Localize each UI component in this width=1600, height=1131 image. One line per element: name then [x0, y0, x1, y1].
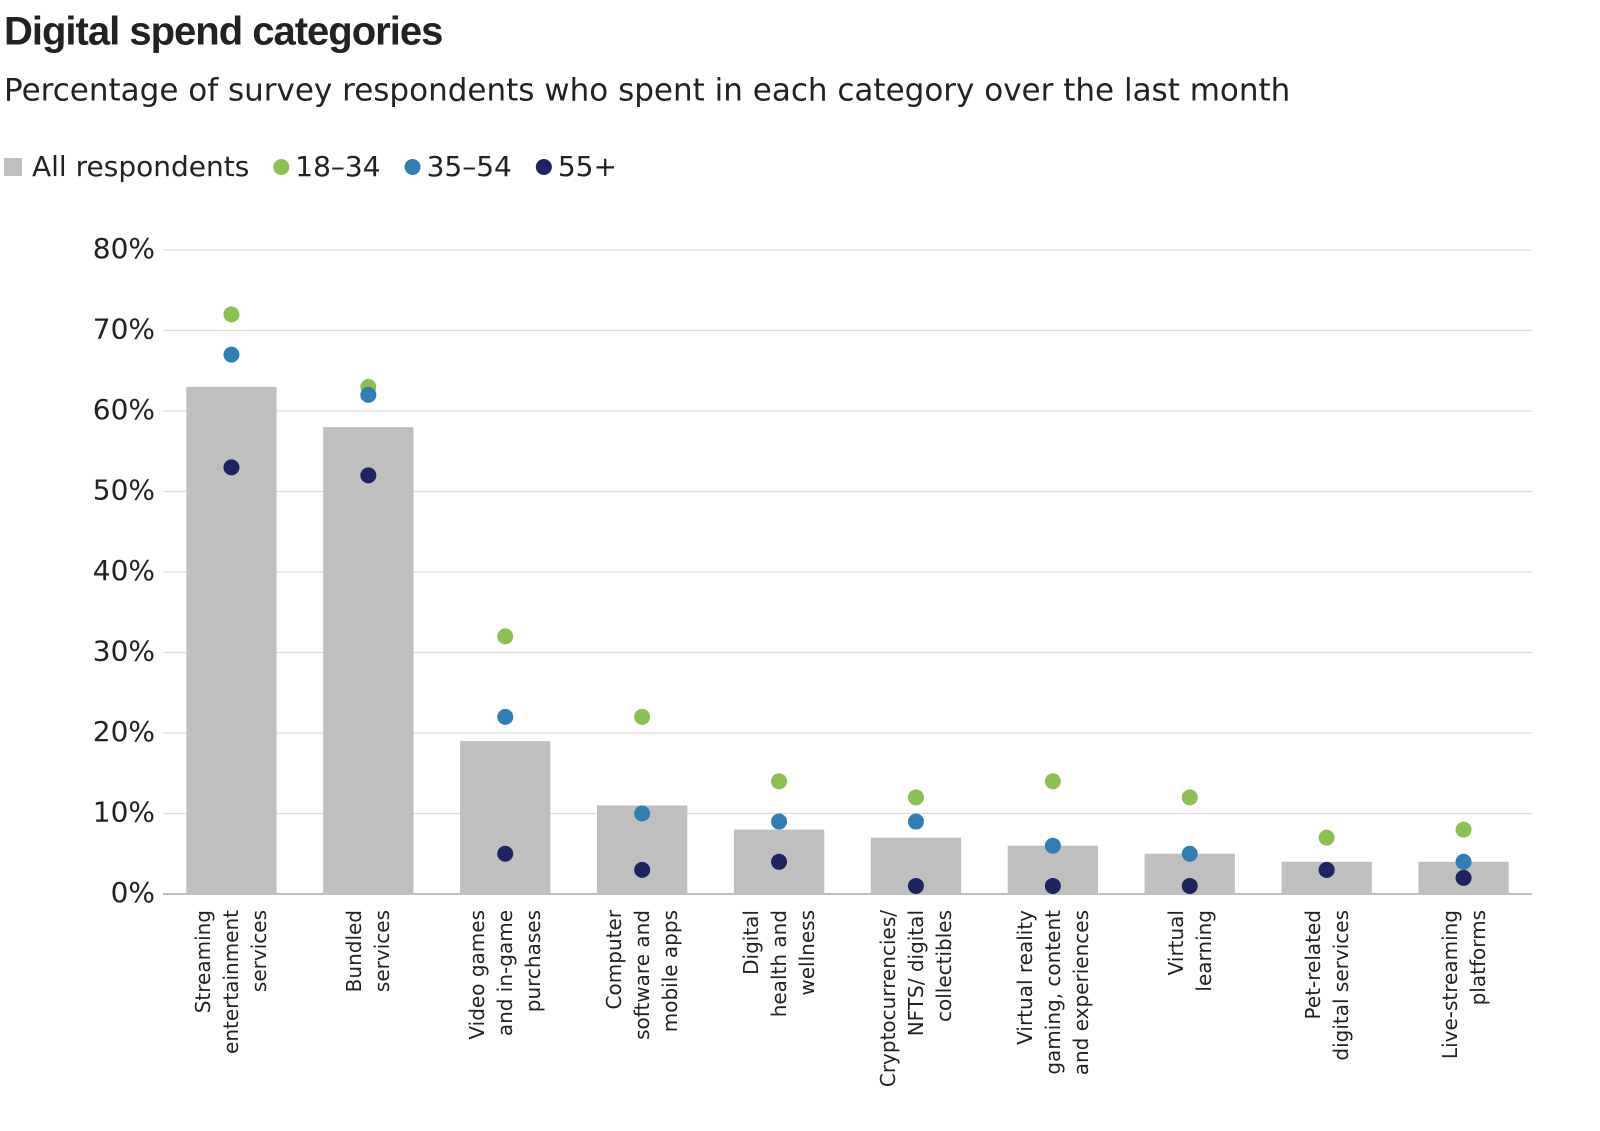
dot [223, 346, 240, 363]
dot [907, 877, 924, 894]
legend-label: 35–54 [427, 150, 512, 183]
dot [360, 467, 377, 484]
dot [634, 708, 651, 725]
y-tick-label: 40% [93, 554, 155, 587]
dot [223, 306, 240, 323]
legend-label: All respondents [32, 150, 249, 183]
dot [1455, 821, 1472, 838]
y-tick-label: 70% [93, 313, 155, 346]
x-tick-label: Pet-related digital services [1300, 910, 1353, 1061]
y-tick-label: 10% [93, 796, 155, 829]
legend-swatch [273, 159, 290, 175]
legend-swatch [535, 159, 552, 175]
bar [460, 741, 551, 894]
legend-label: 55+ [558, 150, 617, 183]
dot [497, 845, 514, 862]
x-tick-label: Video games and in-game purchases [465, 910, 546, 1040]
dot [771, 813, 788, 830]
y-tick-label: 30% [93, 635, 155, 668]
y-tick-label: 80% [93, 232, 155, 265]
x-tick-label: Computer software and mobile apps [602, 910, 683, 1040]
x-tick-label: Cryptocurrencies/ NFTS/ digital collecti… [875, 910, 956, 1088]
dot [1318, 861, 1335, 878]
y-tick-label: 50% [93, 474, 155, 507]
x-tick-label: Streaming entertainment services [191, 910, 272, 1054]
dot [1044, 773, 1061, 790]
dot [1455, 869, 1472, 886]
chart-subtitle: Percentage of survey respondents who spe… [4, 73, 1290, 109]
dot [1318, 829, 1335, 846]
chart-title: Digital spend categories [4, 10, 442, 54]
x-tick-label: Bundled services [342, 910, 395, 993]
dot [771, 773, 788, 790]
y-tick-label: 0% [111, 876, 155, 909]
dot [634, 861, 651, 878]
x-tick-label: Virtual reality gaming, content and expe… [1012, 910, 1093, 1076]
dot [771, 853, 788, 870]
bar [323, 427, 414, 894]
legend-swatch [404, 159, 421, 175]
dot [1044, 837, 1061, 854]
dot [1181, 845, 1198, 862]
legend-swatch [4, 158, 22, 176]
dot [223, 459, 240, 476]
dot [1455, 853, 1472, 870]
dot [1181, 789, 1198, 806]
x-tick-label: Live-streaming platforms [1437, 910, 1490, 1060]
legend-label: 18–34 [295, 150, 380, 183]
dot [497, 708, 514, 725]
x-tick-label: Digital health and wellness [739, 910, 820, 1018]
dot [497, 628, 514, 645]
x-tick-label: Virtual learning [1163, 910, 1216, 992]
y-tick-label: 20% [93, 715, 155, 748]
dot [907, 813, 924, 830]
dot [634, 805, 651, 822]
dot [1181, 877, 1198, 894]
dot [907, 789, 924, 806]
y-tick-label: 60% [93, 393, 155, 426]
dot [360, 386, 377, 403]
dot [1044, 877, 1061, 894]
